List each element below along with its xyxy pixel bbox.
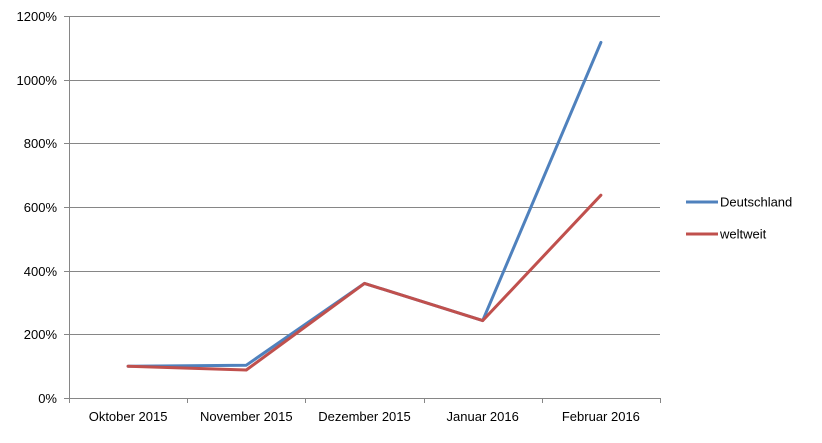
y-tick-label-0: 0% (38, 391, 57, 406)
y-tick-label-2: 400% (24, 264, 58, 279)
y-tick-label-4: 800% (24, 136, 58, 151)
series-line-weltweit (126, 193, 603, 372)
gridlines (69, 16, 660, 335)
series-lines (126, 40, 603, 372)
y-tick-label-5: 1000% (17, 73, 58, 88)
x-tick-label-2: Dezember 2015 (318, 409, 411, 424)
legend: Deutschland weltweit (686, 195, 792, 242)
y-tick-label-6: 1200% (17, 9, 58, 24)
legend-label-weltweit: weltweit (719, 227, 767, 242)
y-tick-label-3: 600% (24, 200, 58, 215)
series-line-deutschland (126, 40, 603, 368)
x-tick-label-1: November 2015 (200, 409, 293, 424)
y-tick-label-1: 200% (24, 327, 58, 342)
x-tick-label-3: Januar 2016 (447, 409, 519, 424)
x-tick-label-4: Februar 2016 (562, 409, 640, 424)
x-axis-tick-labels: Oktober 2015 November 2015 Dezember 2015 Ja… (89, 409, 640, 424)
legend-label-deutschland: Deutschland (720, 195, 792, 210)
y-axis-tick-labels: 0% 200% 400% 600% 800% 1000% 1200% (17, 9, 58, 406)
axes (64, 16, 661, 403)
x-tick-label-0: Oktober 2015 (89, 409, 168, 424)
